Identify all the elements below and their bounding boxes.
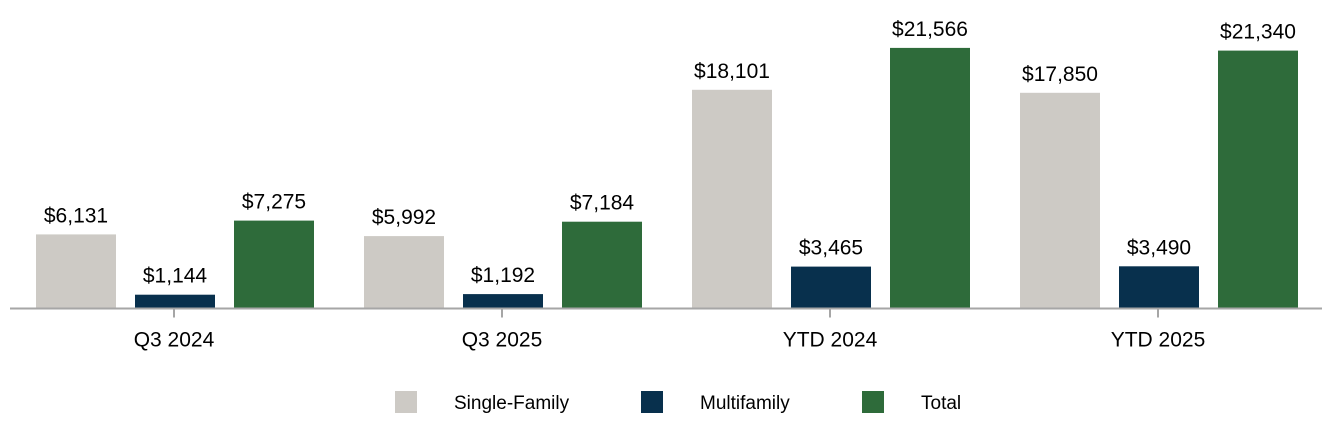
x-tick-label-ytd-2024: YTD 2024 xyxy=(783,329,878,352)
data-label-total-q3-2024: $7,275 xyxy=(242,191,306,214)
bar-single-family-ytd-2024 xyxy=(692,89,772,309)
data-label-multifamily-q3-2025: $1,192 xyxy=(471,264,535,287)
data-label-single-family-ytd-2025: $17,850 xyxy=(1022,63,1098,86)
x-axis: Q3 2024 Q3 2025 YTD 2024 YTD 2025 xyxy=(10,307,1322,352)
legend: Single-Family Multifamily Total xyxy=(395,391,961,414)
bar-total-q3-2024 xyxy=(234,220,314,309)
data-label-single-family-q3-2025: $5,992 xyxy=(372,206,436,229)
bar-total-ytd-2024 xyxy=(890,47,970,309)
bar-single-family-q3-2025 xyxy=(364,236,444,309)
legend-swatch-single-family xyxy=(395,391,417,413)
data-label-total-q3-2025: $7,184 xyxy=(570,192,635,215)
legend-label-multifamily: Multifamily xyxy=(700,393,790,414)
bar-total-q3-2025 xyxy=(562,221,642,309)
bar-multifamily-q3-2024 xyxy=(135,294,215,309)
data-label-multifamily-ytd-2025: $3,490 xyxy=(1127,236,1191,259)
bar-multifamily-ytd-2025 xyxy=(1119,266,1199,309)
data-label-total-ytd-2024: $21,566 xyxy=(892,18,968,41)
data-label-total-ytd-2025: $21,340 xyxy=(1220,21,1296,44)
data-label-multifamily-ytd-2024: $3,465 xyxy=(799,237,863,260)
data-label-single-family-q3-2024: $6,131 xyxy=(44,204,108,227)
x-tick-label-q3-2024: Q3 2024 xyxy=(134,329,215,352)
x-tick-label-q3-2025: Q3 2025 xyxy=(462,329,543,352)
legend-label-single-family: Single-Family xyxy=(454,393,570,414)
bar-multifamily-q3-2025 xyxy=(463,294,543,309)
bar-single-family-ytd-2025 xyxy=(1020,92,1100,309)
legend-swatch-multifamily xyxy=(641,391,663,413)
bar-single-family-q3-2024 xyxy=(36,234,116,309)
data-label-single-family-ytd-2024: $18,101 xyxy=(694,60,770,83)
legend-label-total: Total xyxy=(921,393,961,414)
legend-swatch-total xyxy=(862,391,884,413)
x-tick-label-ytd-2025: YTD 2025 xyxy=(1111,329,1206,352)
bars-layer xyxy=(36,47,1298,309)
bar-total-ytd-2025 xyxy=(1218,50,1298,309)
data-labels-layer: $6,131 $1,144 $7,275 $5,992 $1,192 $7,184 $18,… xyxy=(44,18,1296,288)
data-label-multifamily-q3-2024: $1,144 xyxy=(143,265,208,288)
bar-multifamily-ytd-2024 xyxy=(791,266,871,309)
